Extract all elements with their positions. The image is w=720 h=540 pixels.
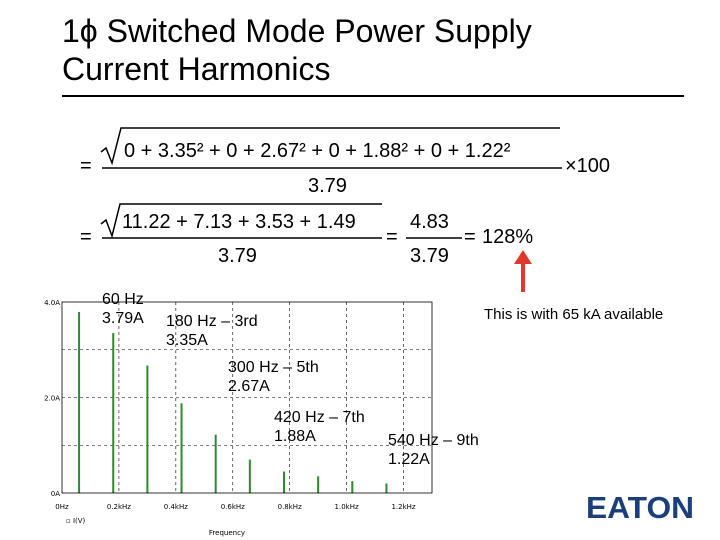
title-line-1: 1ϕ Switched Mode Power Supply (62, 13, 532, 49)
red-arrow-up-icon (514, 250, 532, 292)
equals-sign-1: = (80, 155, 92, 177)
label-420hz: 420 Hz – 7th 1.88A (274, 408, 365, 446)
times-100: ×100 (565, 155, 610, 177)
label-180hz: 180 Hz – 3rd 3.35A (166, 312, 258, 350)
x-tick-label: 0.8kHz (278, 503, 302, 511)
sqrt-sign-2 (100, 203, 382, 239)
label-60hz-freq: 60 Hz (102, 291, 144, 308)
label-60hz: 60 Hz 3.79A (102, 290, 144, 328)
middle-numerator: 4.83 (410, 211, 449, 233)
equals-sign-2: = (80, 226, 92, 248)
chart-tick-labels: 0Hz 0.2kHz 0.4kHz 0.6kHz 0.8kHz 1.0kHz 1.2kHz 4… (44, 299, 416, 537)
label-420hz-amp: 1.88A (274, 428, 316, 445)
x-tick-label: 1.0kHz (335, 503, 359, 511)
title-underline (62, 95, 684, 97)
chart-grid (62, 302, 432, 493)
denominator-1: 3.79 (308, 175, 347, 197)
eaton-logo: EATON (586, 490, 694, 522)
x-tick-label: 0.6kHz (221, 503, 245, 511)
plot-frame (61, 301, 433, 494)
fault-current-note: This is with 65 kA available (484, 306, 664, 323)
thd-formula: = 0 + 3.35² + 0 + 2.67² + 0 + 1.88² + 0 … (80, 127, 610, 267)
sqrt-sign-1 (100, 127, 560, 166)
label-540hz-amp: 1.22A (388, 451, 430, 468)
equals-sign-4: = (464, 226, 476, 248)
title-line-2: Current Harmonics (62, 51, 331, 87)
middle-denominator: 3.79 (410, 245, 449, 267)
label-300hz-amp: 2.67A (228, 378, 270, 395)
label-60hz-amp: 3.79A (102, 310, 144, 327)
thd-result: 128% (482, 226, 533, 248)
slide-title: 1ϕ Switched Mode Power Supply Current Ha… (62, 12, 532, 88)
x-tick-label: 0.2kHz (107, 503, 131, 511)
label-180hz-amp: 3.35A (166, 332, 208, 349)
eaton-logo-text: EATON (586, 490, 694, 522)
radicand-1: 0 + 3.35² + 0 + 2.67² + 0 + 1.88² + 0 + … (124, 140, 511, 162)
label-180hz-freq: 180 Hz – 3rd (166, 313, 258, 330)
chart-bars (78, 312, 388, 493)
label-300hz-freq: 300 Hz – 5th (228, 359, 319, 376)
series-label: ▫ I(V) (66, 517, 86, 525)
arrow-head (514, 250, 532, 264)
label-540hz-freq: 540 Hz – 9th (388, 432, 479, 449)
label-540hz: 540 Hz – 9th 1.22A (388, 431, 479, 469)
y-tick-label: 4.0A (44, 299, 60, 307)
label-300hz: 300 Hz – 5th 2.67A (228, 358, 319, 396)
harmonic-spectrum-chart: 0Hz 0.2kHz 0.4kHz 0.6kHz 0.8kHz 1.0kHz 1.2kHz 4… (44, 299, 433, 537)
y-tick-label: 0A (51, 490, 60, 498)
y-tick-label: 2.0A (44, 395, 60, 403)
radicand-2: 11.22 + 7.13 + 3.53 + 1.49 (122, 211, 356, 233)
x-tick-label: 1.2kHz (391, 503, 415, 511)
equals-sign-3: = (386, 226, 398, 248)
label-420hz-freq: 420 Hz – 7th (274, 409, 365, 426)
arrow-shaft (521, 262, 525, 292)
denominator-2: 3.79 (218, 245, 257, 267)
x-tick-label: 0Hz (55, 503, 69, 511)
x-axis-label: Frequency (209, 529, 245, 537)
x-tick-label: 0.4kHz (164, 503, 188, 511)
chart-axes (61, 301, 433, 494)
